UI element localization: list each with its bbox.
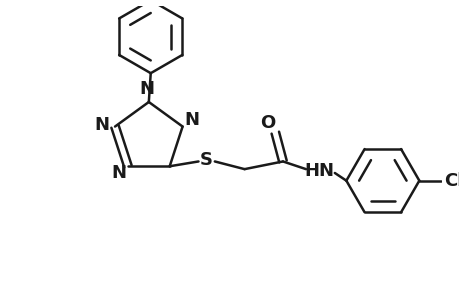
Text: Cl: Cl [443, 172, 459, 190]
Text: S: S [199, 152, 212, 169]
Text: N: N [184, 111, 199, 129]
Text: N: N [111, 164, 126, 182]
Text: O: O [259, 114, 274, 132]
Text: HN: HN [304, 162, 334, 180]
Text: N: N [94, 116, 109, 134]
Text: N: N [139, 80, 154, 98]
